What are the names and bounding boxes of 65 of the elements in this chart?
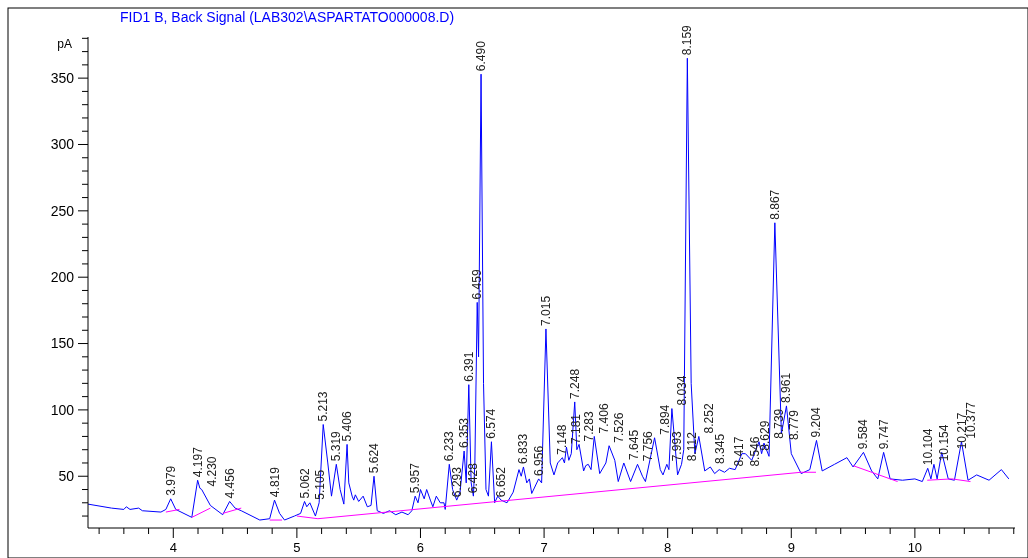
y-tick-label: 50	[58, 468, 75, 485]
y-tick-label: 300	[50, 136, 75, 153]
annotation: 4.456	[222, 468, 237, 499]
x-tick-label: 7	[540, 540, 548, 555]
annotation: 4.819	[267, 466, 282, 498]
annotation: 10.154	[936, 424, 951, 462]
annotation: 7.181	[569, 413, 584, 445]
annotation: 8.867	[767, 189, 782, 220]
x-tick-label: 6	[416, 540, 425, 555]
annotation: 6.574	[484, 408, 499, 439]
x-tick-label: 9	[787, 540, 795, 555]
x-tick-label: 10	[907, 540, 923, 555]
y-tick-label: 200	[50, 269, 75, 286]
annotation: 6.428	[466, 462, 481, 494]
y-tick-label: 350	[50, 70, 75, 87]
annotation: 5.406	[340, 411, 355, 442]
annotation: 8.739	[772, 408, 787, 439]
annotation: 7.526	[612, 412, 627, 443]
x-tick-label: 5	[293, 540, 301, 555]
x-tick-label: 8	[664, 540, 672, 555]
annotation: 7.248	[567, 368, 582, 399]
annotation: 9.584	[856, 419, 871, 450]
annotation: 5.062	[297, 468, 312, 499]
y-axis-title: pA	[57, 37, 72, 51]
annotation: 8.112	[684, 431, 699, 462]
annotation: 8.961	[779, 372, 794, 403]
annotation: 10.104	[920, 428, 935, 466]
y-tick-label: 100	[50, 401, 75, 418]
annotation: 6.956	[531, 445, 546, 476]
annotation: 7.406	[597, 403, 612, 434]
annotation: 8.034	[674, 375, 689, 406]
annotation: 7.993	[669, 430, 684, 462]
annotation: 6.391	[461, 351, 476, 382]
annotation: 5.105	[312, 469, 327, 500]
annotation: 8.779	[786, 409, 801, 441]
annotation: 7.015	[538, 295, 553, 326]
annotation: 3.979	[163, 465, 178, 496]
annotation: 4.197	[190, 446, 205, 478]
annotation: 6.459	[470, 269, 485, 300]
annotation: 6.490	[474, 40, 489, 72]
y-tick-label: 250	[50, 202, 75, 219]
chart-title: FID1 B, Back Signal (LAB302\ASPARTATO000008.D)	[120, 9, 455, 25]
annotation: 7.283	[582, 411, 597, 442]
annotation: 6.353	[457, 417, 472, 449]
annotation: 8.252	[701, 403, 716, 434]
annotation: 6.293	[449, 466, 464, 498]
annotation: 8.417	[732, 436, 747, 467]
annotation: 5.213	[316, 391, 331, 422]
annotation: 6.233	[442, 430, 457, 462]
annotation: 7.894	[657, 404, 672, 435]
annotation: 8.629	[758, 420, 773, 451]
y-tick-label: 150	[50, 335, 75, 352]
annotation: 4.230	[204, 456, 219, 487]
annotation: 7.148	[555, 424, 570, 455]
annotation: 5.624	[367, 442, 382, 474]
annotation: 5.957	[408, 462, 423, 494]
annotation: 7.756	[640, 430, 655, 462]
annotation: 8.159	[680, 24, 695, 56]
x-tick-label: 4	[169, 540, 177, 555]
annotation: 6.652	[494, 466, 509, 498]
annotation: 7.645	[626, 429, 641, 460]
annotation: 9.204	[809, 407, 824, 438]
annotation: 8.345	[713, 433, 728, 464]
annotation: 9.747	[876, 419, 891, 450]
annotation: 6.833	[516, 433, 531, 464]
